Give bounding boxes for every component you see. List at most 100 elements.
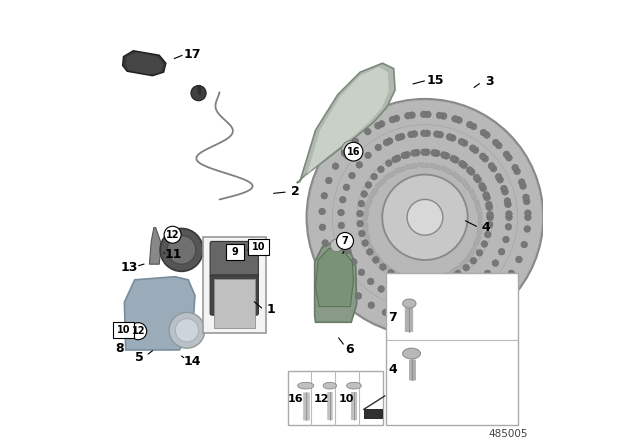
Circle shape xyxy=(464,286,471,293)
Circle shape xyxy=(484,270,491,277)
FancyBboxPatch shape xyxy=(113,322,134,338)
Polygon shape xyxy=(297,63,395,183)
Bar xyxy=(428,276,440,282)
Bar xyxy=(474,200,481,211)
Circle shape xyxy=(388,270,394,276)
FancyBboxPatch shape xyxy=(203,237,266,333)
Circle shape xyxy=(502,189,508,195)
Circle shape xyxy=(169,312,205,348)
Circle shape xyxy=(456,117,462,124)
Text: 10: 10 xyxy=(338,394,353,404)
Circle shape xyxy=(429,317,435,323)
Circle shape xyxy=(486,211,493,218)
Circle shape xyxy=(497,177,504,183)
Text: 10: 10 xyxy=(252,242,265,252)
FancyBboxPatch shape xyxy=(248,239,269,255)
Ellipse shape xyxy=(298,382,314,389)
Text: 17: 17 xyxy=(183,48,200,61)
Circle shape xyxy=(424,111,431,118)
Circle shape xyxy=(378,286,385,293)
Circle shape xyxy=(440,113,447,120)
Circle shape xyxy=(454,270,461,277)
Circle shape xyxy=(351,258,357,265)
Circle shape xyxy=(332,163,339,169)
Text: 9: 9 xyxy=(232,247,239,257)
Circle shape xyxy=(357,220,364,227)
Bar xyxy=(383,263,394,274)
Circle shape xyxy=(440,152,447,159)
Bar xyxy=(477,212,482,223)
Circle shape xyxy=(475,177,481,183)
Circle shape xyxy=(389,292,396,298)
Circle shape xyxy=(504,201,511,208)
Circle shape xyxy=(344,281,351,288)
Circle shape xyxy=(506,155,512,161)
Circle shape xyxy=(319,208,326,215)
Circle shape xyxy=(508,270,515,277)
Polygon shape xyxy=(316,249,353,306)
Circle shape xyxy=(490,165,497,172)
Bar xyxy=(473,235,481,247)
Text: 2: 2 xyxy=(291,185,300,198)
Circle shape xyxy=(437,131,444,138)
Circle shape xyxy=(449,135,456,141)
Circle shape xyxy=(356,162,363,168)
Bar xyxy=(452,171,463,182)
Circle shape xyxy=(339,196,346,203)
Circle shape xyxy=(164,226,181,243)
Circle shape xyxy=(452,116,458,122)
Ellipse shape xyxy=(347,382,362,389)
Circle shape xyxy=(520,183,527,190)
Circle shape xyxy=(452,292,460,299)
Circle shape xyxy=(349,172,355,179)
FancyBboxPatch shape xyxy=(288,371,383,425)
Text: 16: 16 xyxy=(347,146,360,157)
Circle shape xyxy=(525,210,531,216)
Circle shape xyxy=(389,116,396,123)
Circle shape xyxy=(413,317,420,323)
Circle shape xyxy=(321,192,328,199)
Circle shape xyxy=(461,162,467,168)
Circle shape xyxy=(479,153,486,159)
Circle shape xyxy=(358,269,365,276)
Text: 14: 14 xyxy=(184,355,202,368)
Circle shape xyxy=(452,156,459,163)
Circle shape xyxy=(428,298,434,305)
Circle shape xyxy=(344,247,351,254)
Text: 7: 7 xyxy=(342,236,348,246)
FancyBboxPatch shape xyxy=(226,244,244,260)
Bar xyxy=(393,270,404,280)
Circle shape xyxy=(480,129,487,136)
Circle shape xyxy=(492,139,499,146)
Circle shape xyxy=(523,194,529,201)
Circle shape xyxy=(426,279,433,285)
Polygon shape xyxy=(125,52,163,74)
Polygon shape xyxy=(123,51,166,76)
Circle shape xyxy=(330,239,343,252)
Circle shape xyxy=(394,155,401,162)
Circle shape xyxy=(459,160,465,167)
Bar xyxy=(374,255,385,266)
Text: 1: 1 xyxy=(266,303,275,316)
Circle shape xyxy=(378,166,384,172)
FancyBboxPatch shape xyxy=(210,241,259,277)
Bar xyxy=(418,162,429,168)
Circle shape xyxy=(355,293,362,299)
Bar xyxy=(365,234,371,246)
Circle shape xyxy=(463,264,470,271)
Text: 7: 7 xyxy=(388,311,397,324)
Circle shape xyxy=(397,274,403,281)
Circle shape xyxy=(387,138,393,144)
Circle shape xyxy=(361,191,367,198)
Circle shape xyxy=(365,181,372,188)
Circle shape xyxy=(356,210,364,217)
Bar xyxy=(417,277,428,283)
Bar xyxy=(406,164,417,169)
Circle shape xyxy=(443,152,450,159)
Circle shape xyxy=(460,310,467,316)
Circle shape xyxy=(380,263,387,270)
Circle shape xyxy=(521,241,527,248)
Circle shape xyxy=(338,222,345,229)
Circle shape xyxy=(486,214,493,221)
Circle shape xyxy=(516,256,522,263)
